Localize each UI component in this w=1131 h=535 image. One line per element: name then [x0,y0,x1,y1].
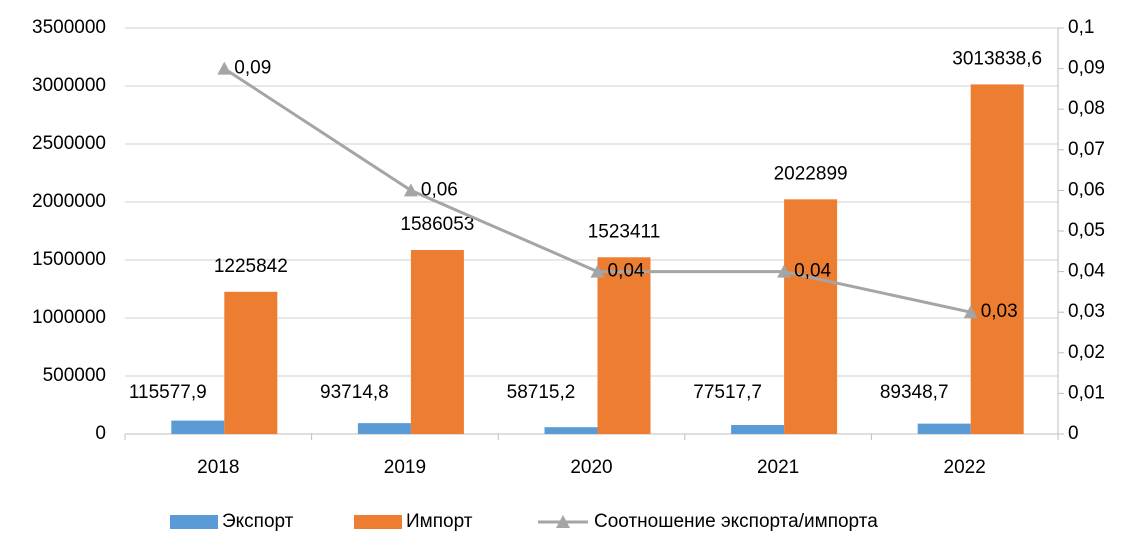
legend-label: Соотношение экспорта/импорта [594,511,878,532]
bar [357,423,411,434]
y-tick-label: 1000000 [32,307,106,328]
y2-tick-label: 0,09 [1068,58,1105,79]
data-label: 1523411 [588,221,661,242]
bar [970,84,1024,435]
y2-tick-label: 0,08 [1068,98,1105,119]
y-tick-label: 2500000 [32,133,106,154]
bar [171,420,225,434]
line-marker [963,305,978,319]
y2-tick-label: 0,02 [1068,342,1105,363]
bar [224,291,278,434]
y2-tick-label: 0,01 [1068,382,1105,403]
x-tick-label: 2018 [197,457,239,478]
line-marker [590,264,605,278]
data-label: 0,04 [608,261,645,282]
data-label: 3013838,6 [952,48,1042,69]
y2-tick-label: 0,03 [1068,301,1105,322]
data-label: 58715,2 [507,382,576,403]
y-tick-label: 0 [95,423,106,444]
data-label: 0,04 [794,261,831,282]
y-tick-label: 1500000 [32,249,106,270]
y-tick-label: 3000000 [32,75,106,96]
line-marker [777,264,792,278]
data-label: 115577,9 [129,382,207,403]
bar [410,250,464,434]
data-label: 77517,7 [693,382,762,403]
bar [731,425,785,434]
data-label: 93714,8 [320,382,389,403]
y2-tick-label: 0,06 [1068,179,1105,200]
x-tick-label: 2020 [570,457,612,478]
legend-swatch [354,515,402,529]
data-label: 0,06 [421,179,458,200]
data-label: 2022899 [774,163,848,184]
y2-tick-label: 0,1 [1068,17,1094,38]
legend-swatch [170,515,218,529]
y-tick-label: 3500000 [32,17,106,38]
data-label: 1225842 [214,256,288,277]
y-tick-label: 2000000 [32,191,106,212]
bar [917,423,971,434]
legend-label: Экспорт [222,511,294,532]
y2-tick-label: 0,07 [1068,139,1105,160]
line-marker [403,183,418,197]
legend-label: Импорт [406,511,473,532]
data-label: 89348,7 [880,382,949,403]
x-tick-label: 2022 [944,457,986,478]
x-tick-label: 2021 [757,457,799,478]
data-label: 1586053 [400,214,474,235]
data-label: 0,09 [234,58,271,79]
data-label: 0,03 [981,301,1018,322]
legend-swatch [556,515,570,528]
y2-tick-label: 0,05 [1068,220,1105,241]
bar [784,199,838,434]
bar [597,257,651,434]
y2-tick-label: 0 [1068,423,1079,444]
x-tick-label: 2019 [384,457,426,478]
y-tick-label: 500000 [43,365,106,386]
y2-tick-label: 0,04 [1068,261,1105,282]
line-marker [217,61,232,75]
bar [544,427,598,434]
